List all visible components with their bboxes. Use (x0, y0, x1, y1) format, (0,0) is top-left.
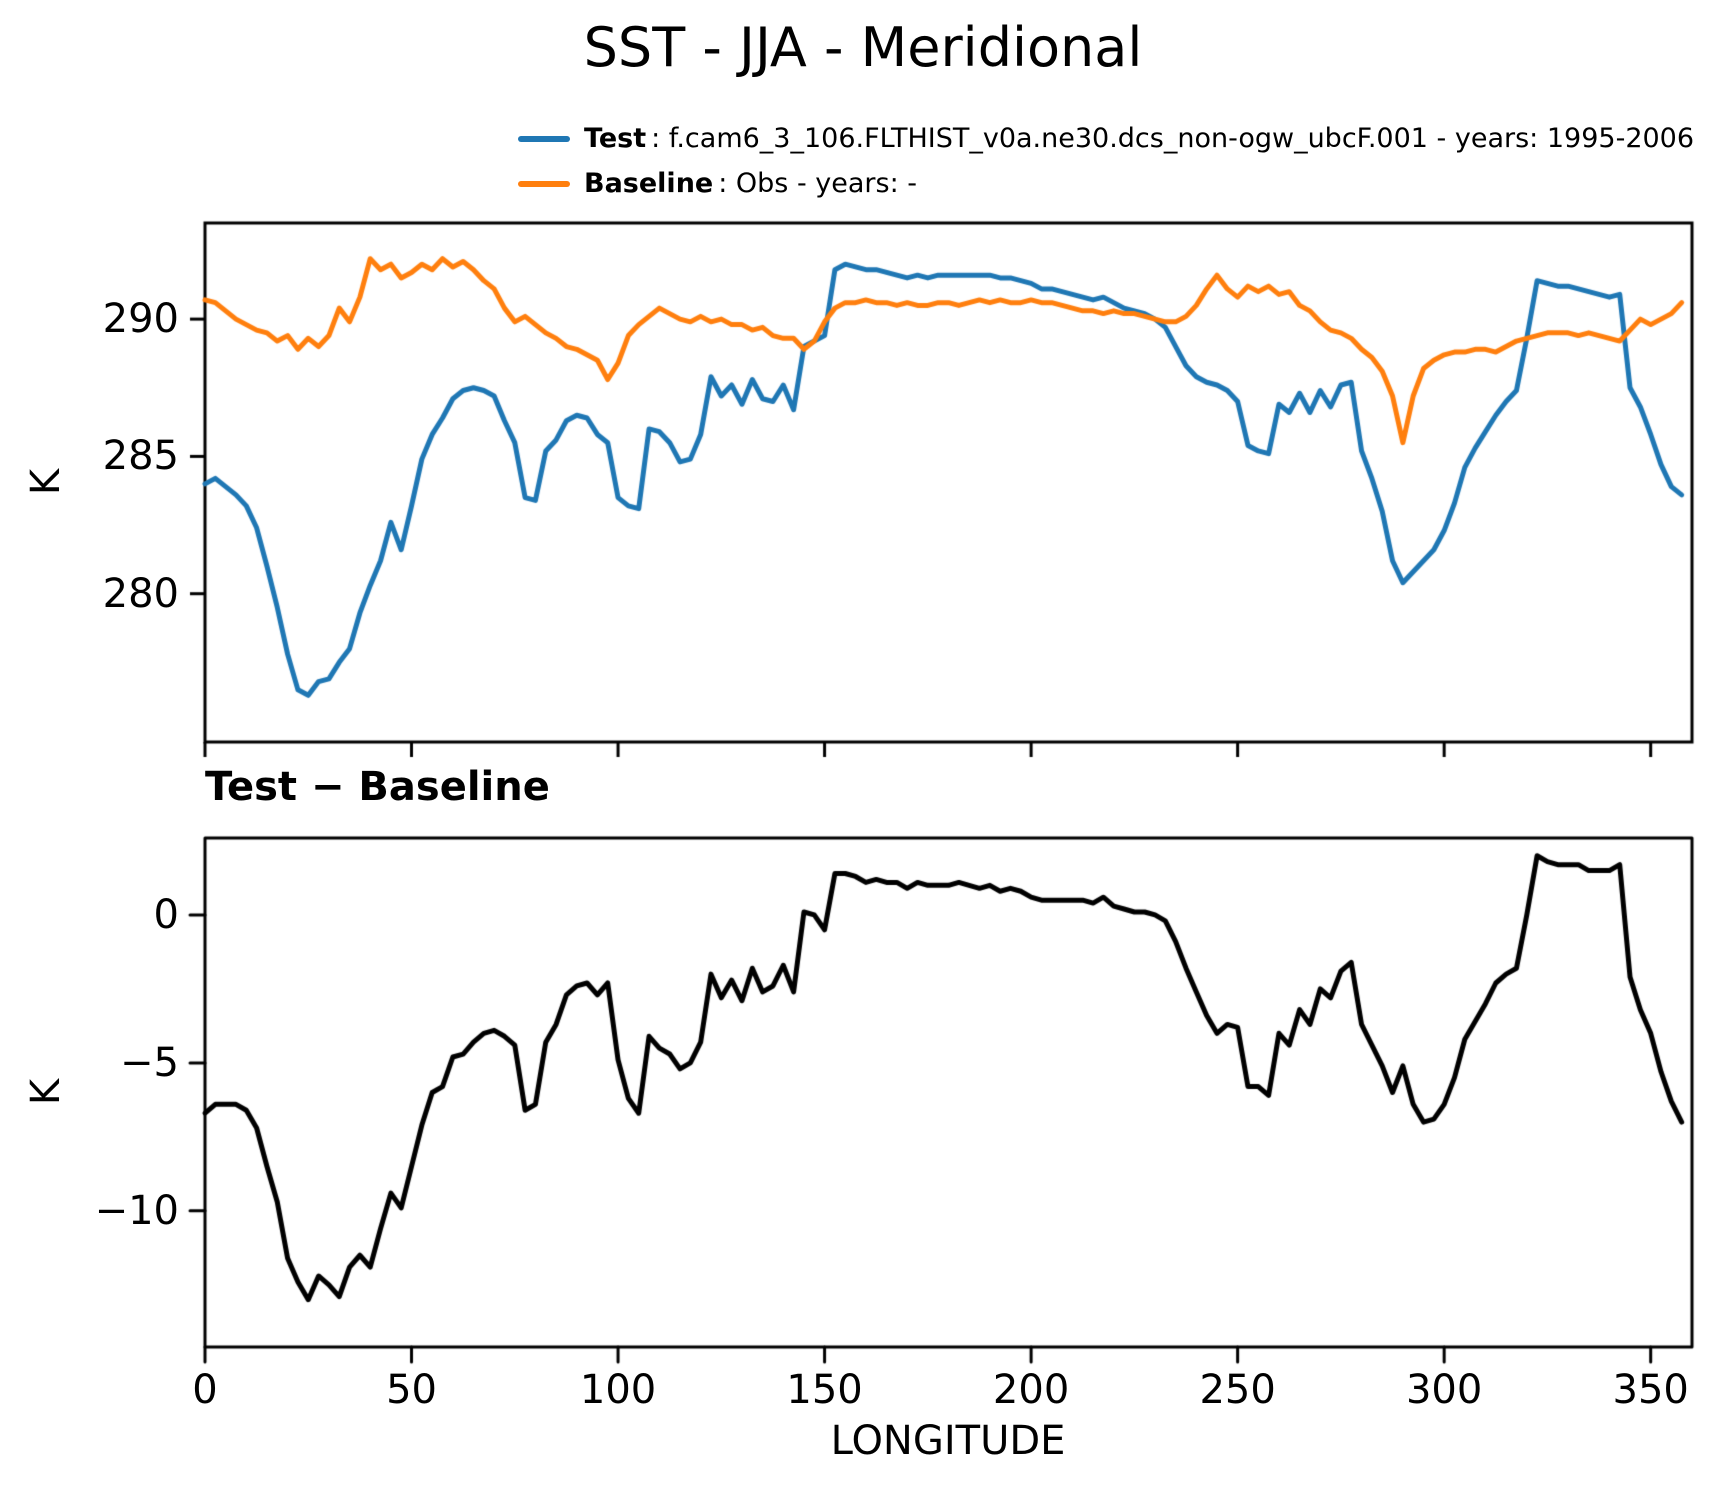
x-tick-label: 200 (992, 1367, 1070, 1413)
x-tick-label: 250 (1199, 1367, 1276, 1413)
x-tick-label: 350 (1612, 1367, 1689, 1413)
y-tick-label: 280 (102, 570, 179, 617)
x-tick-label: 100 (579, 1367, 657, 1413)
x-tick-label: 50 (386, 1367, 437, 1413)
y-tick-label: 290 (102, 296, 179, 343)
x-axis-label: LONGITUDE (830, 1418, 1066, 1464)
y-tick-label: 285 (102, 433, 179, 480)
x-tick-label: 300 (1405, 1367, 1483, 1413)
x-tick-label: 150 (786, 1367, 863, 1413)
diff-panel-title: Test − Baseline (205, 764, 550, 810)
y-tick-label: 0 (153, 891, 179, 938)
y-axis-label-bottom-panel: K (23, 1078, 69, 1106)
y-axis-label-top-panel: K (23, 468, 69, 496)
y-tick-label: −5 (120, 1039, 179, 1086)
x-tick-label: 0 (192, 1367, 218, 1413)
y-tick-label: −10 (94, 1187, 179, 1234)
